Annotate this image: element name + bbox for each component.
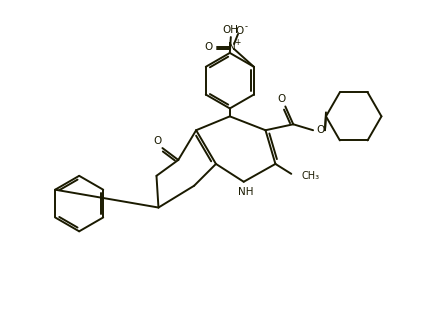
Text: N: N: [228, 42, 236, 52]
Text: +: +: [234, 37, 240, 46]
Text: O: O: [277, 94, 285, 104]
Text: NH: NH: [238, 187, 253, 197]
Text: OH: OH: [223, 25, 239, 35]
Text: -: -: [245, 22, 248, 31]
Text: O: O: [316, 125, 324, 135]
Text: CH₃: CH₃: [301, 171, 319, 181]
Text: O: O: [153, 136, 162, 146]
Text: O: O: [236, 26, 244, 36]
Text: O: O: [204, 42, 212, 52]
